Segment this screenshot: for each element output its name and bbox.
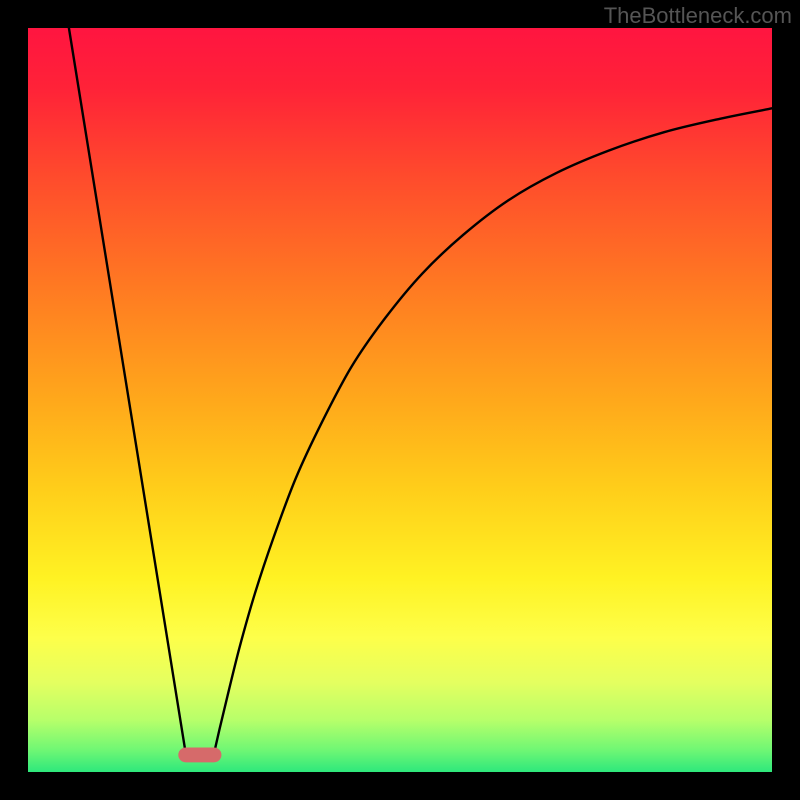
bottleneck-chart [0,0,800,800]
chart-container: TheBottleneck.com [0,0,800,800]
optimal-marker [178,747,221,762]
chart-background [28,28,772,772]
watermark-text: TheBottleneck.com [604,3,792,29]
